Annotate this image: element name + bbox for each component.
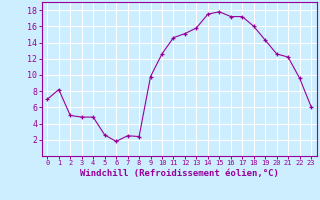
X-axis label: Windchill (Refroidissement éolien,°C): Windchill (Refroidissement éolien,°C) (80, 169, 279, 178)
